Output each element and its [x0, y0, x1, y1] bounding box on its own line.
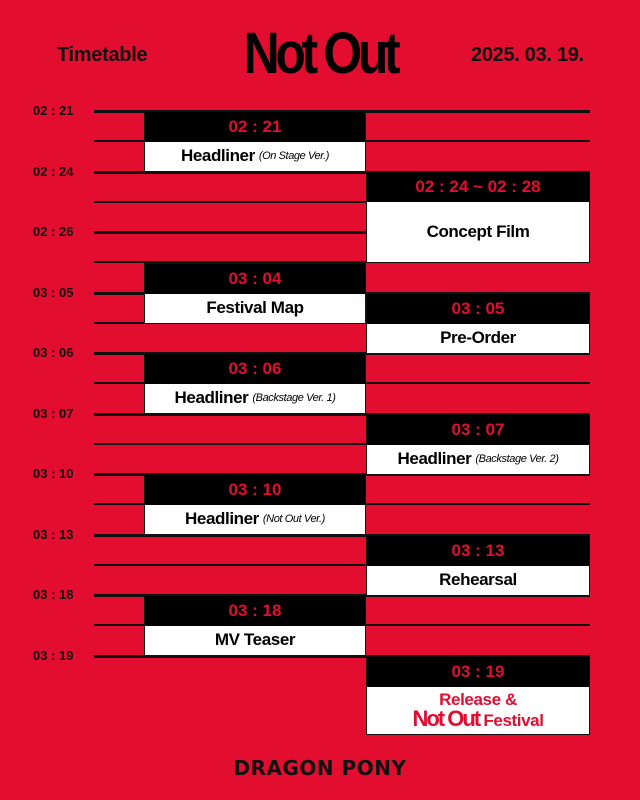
- grid-line: [94, 201, 590, 203]
- event-title: MV Teaser: [214, 630, 296, 649]
- event-rehearsal: 03 : 13 Rehearsal: [366, 535, 590, 596]
- event-time: 03 : 18: [145, 596, 365, 626]
- event-title-line2: Festival: [483, 711, 544, 730]
- event-time: 02 : 21: [145, 112, 365, 142]
- time-label: 03 : 05: [33, 285, 74, 300]
- event-mv-teaser: 03 : 18 MV Teaser: [144, 595, 366, 656]
- event-headliner-backstage-1: 03 : 06 Headliner (Backstage Ver. 1): [144, 353, 366, 414]
- event-title: Concept Film: [426, 221, 530, 241]
- event-headliner-not-out: 03 : 10 Headliner (Not Out Ver.): [144, 474, 366, 535]
- event-title-line1: Release &: [439, 690, 517, 709]
- time-label: 03 : 19: [33, 648, 74, 663]
- event-note: (Not Out Ver.): [262, 513, 325, 525]
- event-time: 03 : 10: [145, 475, 365, 505]
- event-title: Headliner: [180, 146, 255, 165]
- event-time: 02 : 24 ~ 02 : 28: [367, 172, 589, 202]
- time-label: 03 : 07: [33, 406, 74, 421]
- event-time: 03 : 19: [367, 657, 589, 687]
- time-label: 03 : 10: [33, 466, 74, 481]
- event-time: 03 : 05: [367, 294, 589, 324]
- grid-line: [94, 443, 590, 445]
- event-time: 03 : 04: [145, 264, 365, 294]
- time-label: 02 : 24: [33, 164, 74, 179]
- grid-line: [94, 231, 590, 234]
- timetable-label: Timetable: [57, 44, 148, 66]
- event-title: Rehearsal: [439, 570, 517, 589]
- event-title: Pre-Order: [440, 328, 516, 347]
- not-out-logo-text: Not Out: [412, 706, 481, 731]
- time-label: 02 : 21: [33, 103, 74, 118]
- event-release-festival: 03 : 19 Release & Not Out Festival: [366, 656, 590, 735]
- dragon-pony-logo: DRAGON PONY: [233, 756, 407, 780]
- event-title: Headliner: [397, 449, 472, 468]
- time-label: 03 : 13: [33, 527, 74, 542]
- poster-title: Not Out: [243, 21, 401, 86]
- event-title: Headliner: [174, 388, 249, 407]
- event-pre-order: 03 : 05 Pre-Order: [366, 293, 590, 354]
- grid-line: [94, 534, 590, 537]
- time-label: 02 : 26: [33, 224, 74, 239]
- event-time: 03 : 06: [145, 354, 365, 384]
- grid-line: [94, 171, 590, 174]
- event-concept-film: 02 : 24 ~ 02 : 28 Concept Film: [366, 171, 590, 263]
- event-note: (On Stage Ver.): [258, 150, 330, 162]
- grid-line: [94, 261, 590, 263]
- grid-line: [94, 655, 590, 658]
- event-festival-map: 03 : 04 Festival Map: [144, 263, 366, 324]
- event-title: Festival Map: [206, 298, 304, 317]
- poster-date: 2025. 03. 19.: [471, 44, 584, 66]
- event-time: 03 : 13: [367, 536, 589, 566]
- time-label: 03 : 06: [33, 345, 74, 360]
- grid-line: [94, 413, 590, 416]
- grid-line: [94, 564, 590, 566]
- event-note: (Backstage Ver. 1): [252, 392, 336, 404]
- event-headliner-backstage-2: 03 : 07 Headliner (Backstage Ver. 2): [366, 414, 590, 475]
- time-label: 03 : 18: [33, 587, 74, 602]
- event-note: (Backstage Ver. 2): [475, 453, 559, 465]
- event-time: 03 : 07: [367, 415, 589, 445]
- event-title: Headliner: [185, 509, 259, 528]
- event-headliner-on-stage: 02 : 21 Headliner (On Stage Ver.): [144, 111, 366, 172]
